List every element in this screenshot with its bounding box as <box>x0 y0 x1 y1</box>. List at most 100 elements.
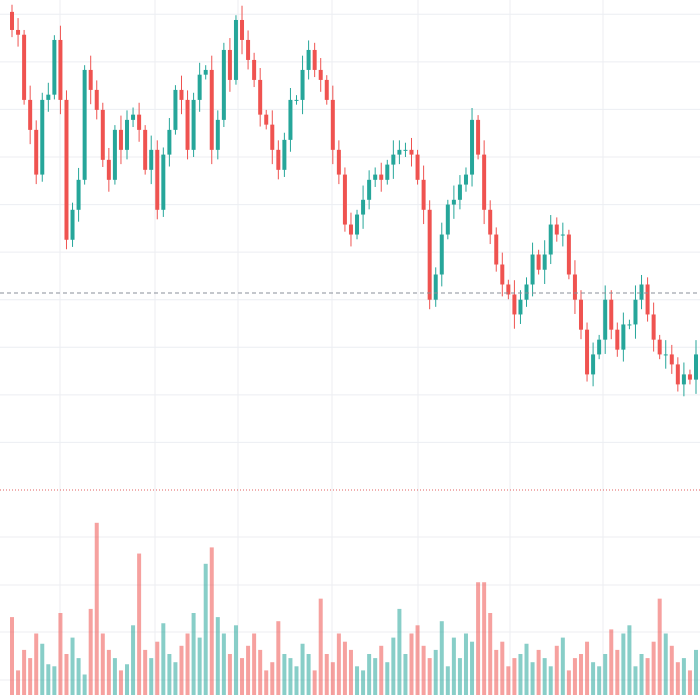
volume-bar <box>548 666 553 695</box>
candle-body <box>482 154 487 210</box>
volume-bar <box>403 654 408 695</box>
candle-body <box>82 69 87 180</box>
candle-body <box>645 284 650 315</box>
volume-bar <box>379 645 384 695</box>
volume-bar <box>542 658 547 695</box>
volume-bar <box>675 662 680 695</box>
candle-body <box>500 264 505 285</box>
volume-bar <box>106 649 111 695</box>
volume-bar <box>445 666 450 695</box>
candle-body <box>657 339 662 355</box>
volume-bar <box>131 625 136 695</box>
candle-body <box>409 149 414 155</box>
volume-bar <box>669 645 674 695</box>
volume-bar <box>355 666 360 695</box>
candle-body <box>300 69 305 100</box>
candle-body <box>361 199 366 215</box>
candle-body <box>312 49 317 70</box>
volume-bar <box>276 621 281 695</box>
candle-body <box>258 79 263 115</box>
candle-body <box>70 209 75 240</box>
volume-bar <box>288 658 293 695</box>
volume-bar <box>336 633 341 695</box>
candle-body <box>597 339 602 355</box>
candle-body <box>106 159 111 180</box>
candle-body <box>373 174 378 180</box>
candle-body <box>397 149 402 155</box>
volume-bar <box>585 641 590 695</box>
volume-bar <box>494 649 499 695</box>
candle-body <box>233 19 238 80</box>
volume-bar <box>185 633 190 695</box>
candle-body <box>197 74 202 100</box>
volume-bar <box>143 649 148 695</box>
volume-bar <box>179 645 184 695</box>
volume-bar <box>694 649 698 695</box>
volume-bar <box>100 633 105 695</box>
volume-bar <box>270 662 275 695</box>
candle-body <box>94 89 99 110</box>
volume-bar <box>125 664 130 695</box>
candle-body <box>530 254 535 285</box>
candle-body <box>118 129 123 150</box>
candle-body <box>367 179 372 200</box>
candle-body <box>463 174 468 185</box>
candle-body <box>125 119 130 150</box>
candle-body <box>379 174 384 180</box>
volume-bar <box>197 637 202 695</box>
candle-body <box>252 59 257 80</box>
candle-body <box>427 209 432 300</box>
candle-body <box>88 69 93 90</box>
candle-body <box>560 234 565 236</box>
candle-body <box>621 324 626 350</box>
candle-body <box>439 234 444 275</box>
volume-bar <box>470 641 475 695</box>
volume-bar <box>609 629 614 695</box>
volume-bar <box>409 633 414 695</box>
volume-bar <box>488 613 493 695</box>
candle-body <box>64 99 69 240</box>
candle-body <box>391 154 396 165</box>
volume-bar <box>282 654 287 695</box>
volume-bar <box>615 649 620 695</box>
volume-bar <box>112 658 117 695</box>
candle-body <box>591 354 596 375</box>
volume-bar <box>482 582 487 695</box>
volume-bar <box>149 658 154 695</box>
volume-bar <box>252 633 257 695</box>
candle-body <box>270 124 275 150</box>
volume-bar <box>167 654 172 695</box>
candle-body <box>348 224 353 235</box>
volume-bar <box>385 662 390 695</box>
candle-body <box>324 79 329 100</box>
volume-bar <box>572 658 577 695</box>
candle-body <box>681 374 686 385</box>
volume-bar <box>451 637 456 695</box>
volume-bar <box>209 547 214 695</box>
candle-body <box>149 149 154 170</box>
volume-bar <box>506 666 511 695</box>
candle-body <box>572 274 577 300</box>
candle-body <box>342 174 347 225</box>
volume-bar <box>663 633 668 695</box>
candle-body <box>585 329 590 375</box>
candle-body <box>276 149 281 170</box>
candle-body <box>615 329 620 350</box>
candle-body <box>518 299 523 315</box>
volume-bar <box>530 662 535 695</box>
candle-body <box>240 19 245 40</box>
candle-body <box>318 69 323 80</box>
candle-body <box>415 154 420 180</box>
volume-bar <box>681 658 686 695</box>
volume-bar <box>524 643 529 695</box>
candle-body <box>385 164 390 180</box>
volume-bar <box>294 666 299 695</box>
volume-bar <box>70 637 75 695</box>
candle-body <box>167 129 172 155</box>
candle-body <box>355 214 360 235</box>
volume-bar <box>348 649 353 695</box>
volume-bar <box>633 666 638 695</box>
candle-body <box>215 119 220 150</box>
volume-bar <box>391 637 396 695</box>
volume-bar <box>203 563 208 695</box>
